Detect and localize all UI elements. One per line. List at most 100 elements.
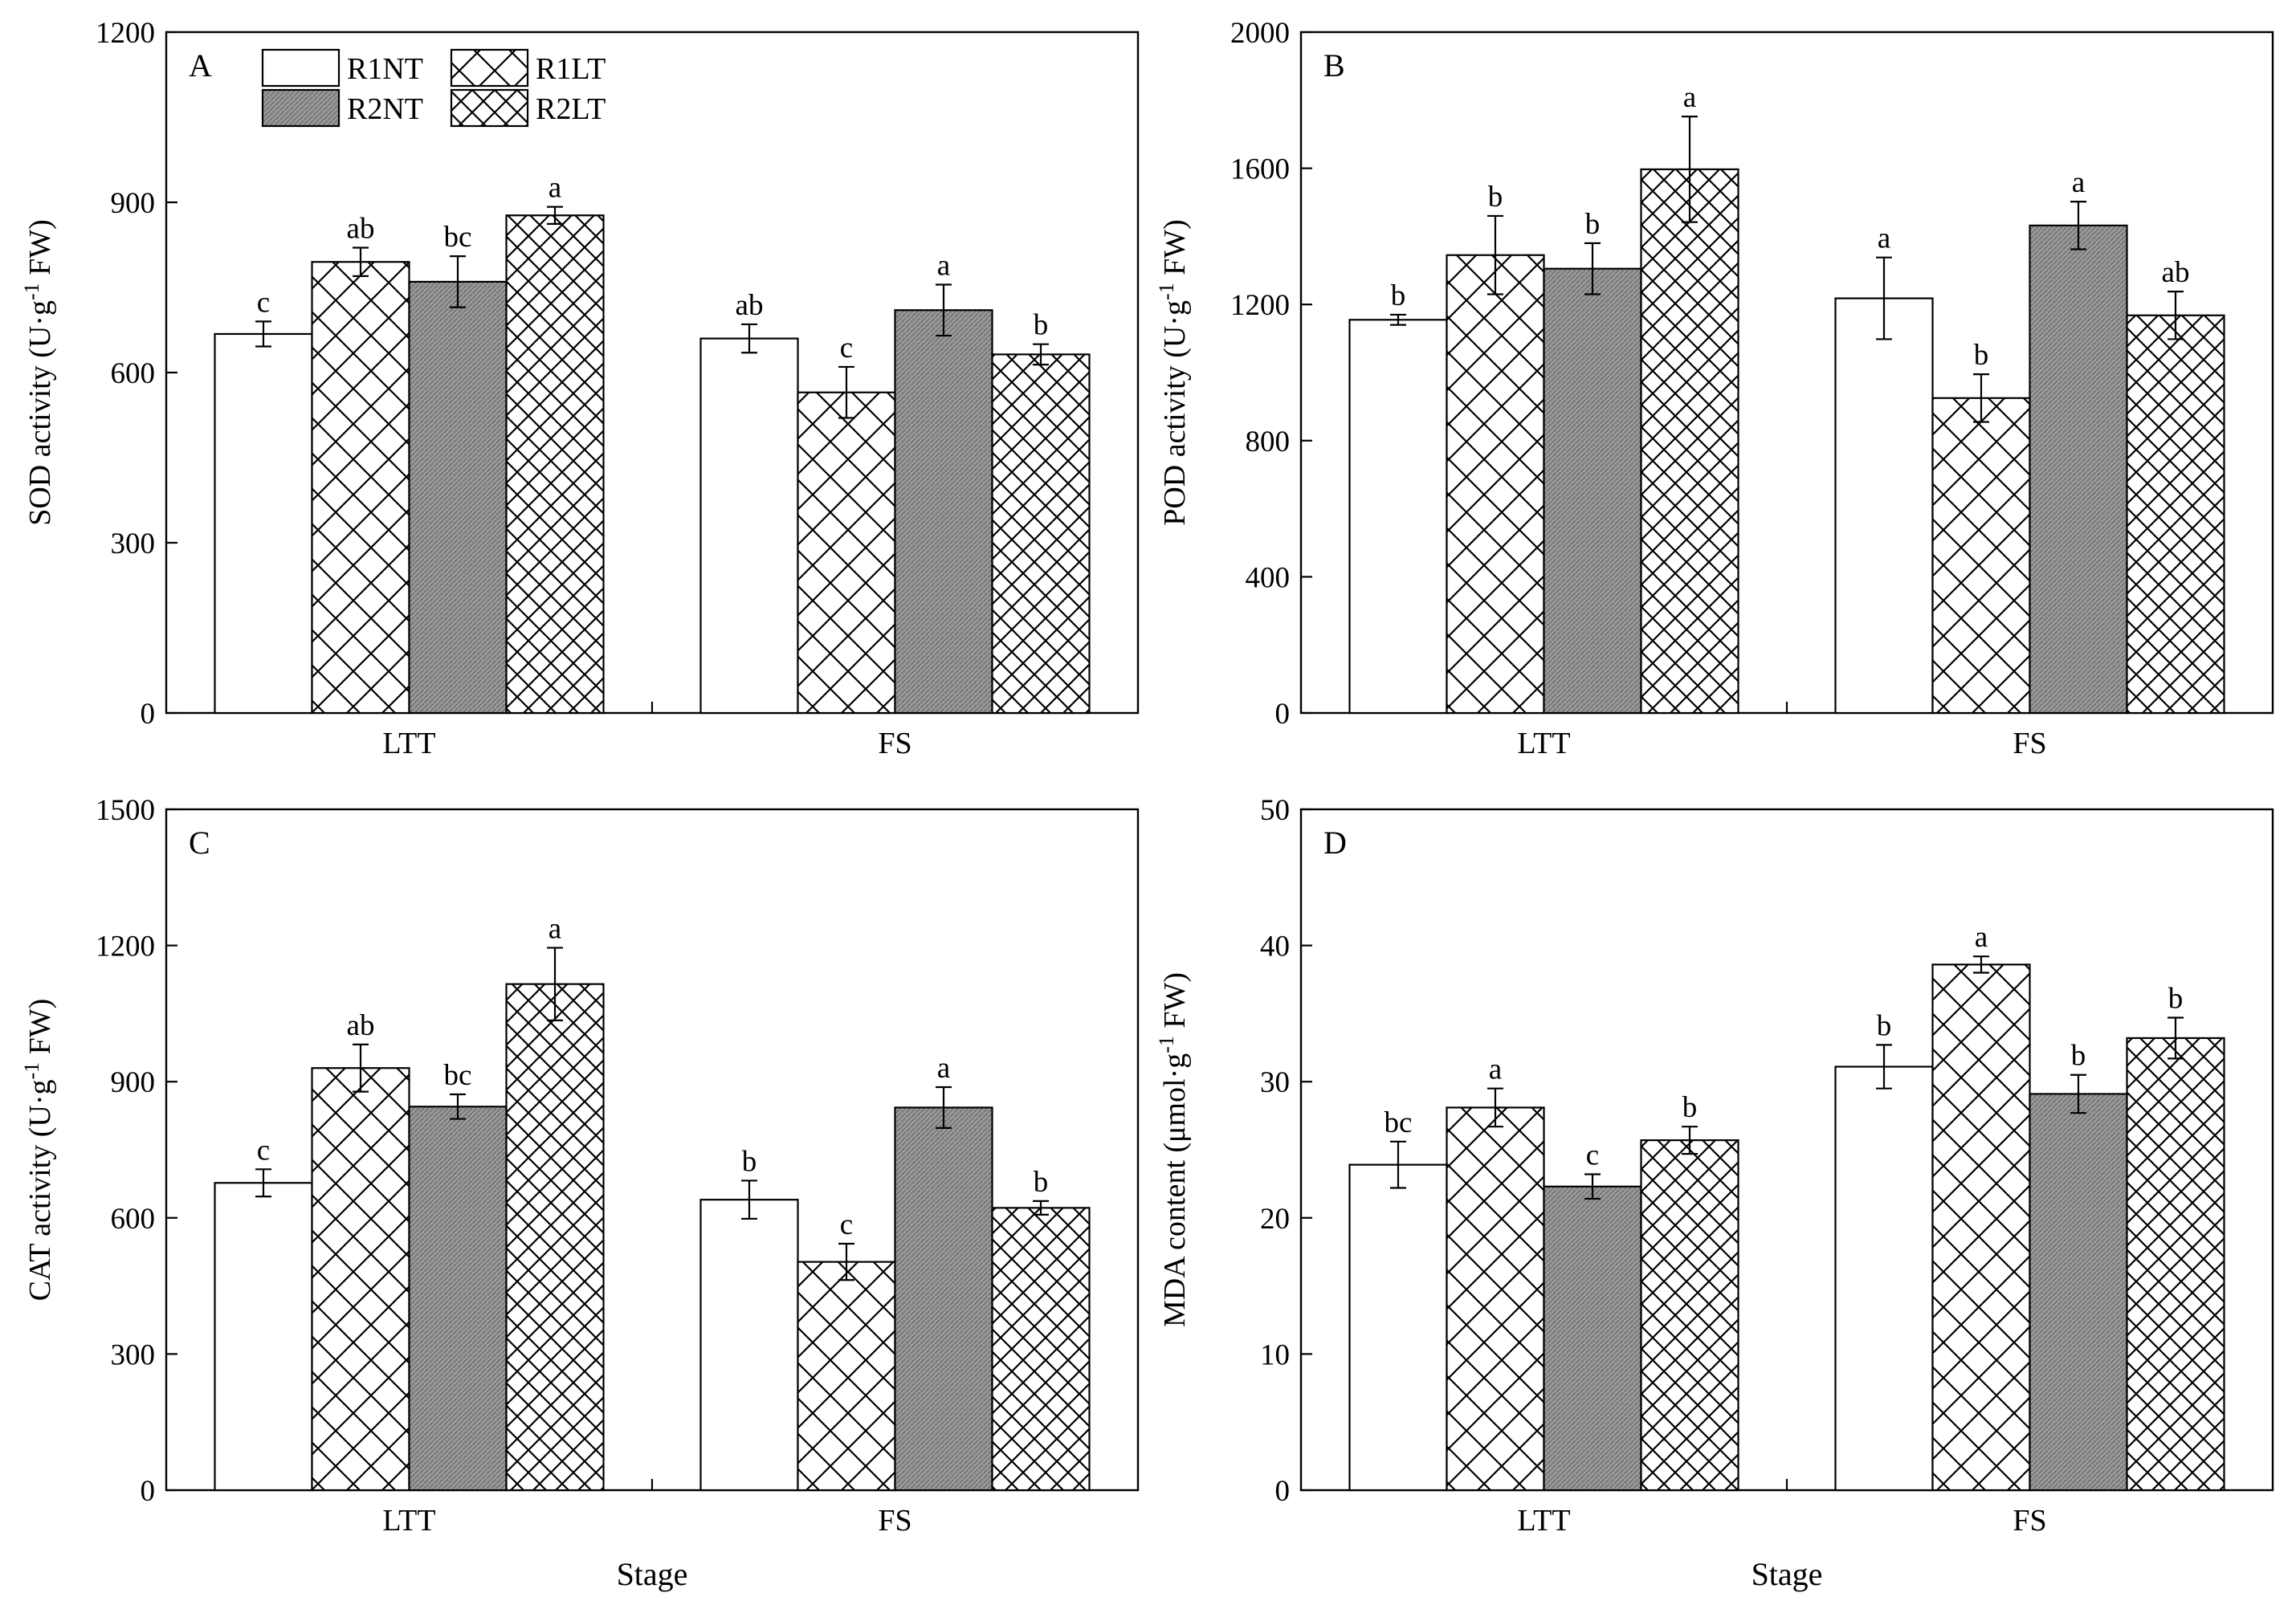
panel-d-bar-r2nt-ltt	[1543, 1185, 1642, 1492]
panel-c-bar-r1lt-ltt	[311, 1067, 410, 1492]
panel-a-significance-letter: c	[257, 286, 270, 319]
panel-c-bar-r1lt-fs	[797, 1261, 896, 1492]
panel-c-xlabel: Stage	[617, 1556, 688, 1592]
panel-a-ylabel: SOD activity (U·g-1 FW)	[20, 219, 57, 526]
panel-d-ytick-label: 50	[1260, 794, 1290, 827]
panel-c-ytick-label: 0	[141, 1475, 156, 1508]
panel-a-ytick-label: 300	[111, 528, 156, 560]
panel-a-significance-letter: ab	[736, 289, 764, 322]
panel-d-category-label: LTT	[1517, 1504, 1570, 1538]
panel-a-category-label: LTT	[382, 727, 435, 760]
panel-d-bar-r1lt-fs	[1931, 963, 2031, 1492]
panel-b-ylabel: POD activity (U·g-1 FW)	[1155, 219, 1192, 526]
panel-a-ytick-label: 1200	[96, 17, 155, 50]
panel-a-ytick-label: 600	[111, 357, 156, 390]
panel-d-bar-r1lt-ltt	[1446, 1106, 1545, 1492]
panel-a-significance-letter: a	[937, 249, 950, 282]
panel-a-bar-r1lt-ltt	[311, 261, 410, 715]
panel-a-significance-letter: bc	[444, 221, 472, 254]
panel-d-bar-r2nt-fs	[2029, 1093, 2128, 1492]
panel-a-bar-r2lt-fs	[991, 353, 1091, 715]
panel-c-significance-letter: bc	[444, 1059, 472, 1092]
panel-d-bar-r2lt-ltt	[1640, 1139, 1739, 1492]
panel-b-significance-letter: b	[1391, 279, 1406, 312]
panel-d-letter: D	[1323, 825, 1347, 861]
panel-b-bar-r1nt-fs	[1834, 297, 1934, 715]
panel-d-significance-letter: b	[1682, 1091, 1698, 1124]
panel-c-significance-letter: a	[937, 1052, 950, 1085]
panel-c-significance-letter: b	[742, 1145, 757, 1178]
panel-a-significance-letter: c	[840, 332, 853, 365]
panel-b-bar-r2lt-ltt	[1640, 168, 1739, 715]
panel-b-significance-letter: b	[1488, 181, 1503, 214]
legend-swatch-r1lt	[450, 48, 529, 88]
legend-label-r1nt: R1NT	[347, 52, 423, 86]
legend-swatch-r2nt	[261, 88, 341, 128]
chart-panel-c: C 0 300 600 900 1200 1500 CAT activity (U·g-1 F…	[20, 794, 1140, 1592]
panel-b-bar-r1lt-fs	[1931, 397, 2031, 715]
panel-d-bar-r2lt-fs	[2126, 1037, 2225, 1492]
panel-d-ytick-label: 40	[1260, 931, 1290, 963]
panel-a-significance-letter: ab	[347, 213, 375, 246]
legend-swatch-r1nt	[261, 48, 341, 88]
panel-c-ytick-label: 900	[111, 1066, 156, 1099]
panel-b-bar-r2lt-fs	[2126, 314, 2225, 715]
panel-c-category-label: FS	[878, 1504, 911, 1538]
panel-d-bar-r1nt-ltt	[1348, 1163, 1448, 1492]
panel-a-bar-r2nt-fs	[894, 309, 993, 715]
panel-d-ytick-label: 30	[1260, 1066, 1290, 1099]
panel-c-letter: C	[189, 825, 210, 861]
legend-label-r2nt: R2NT	[347, 92, 423, 126]
legend-swatch-r2lt	[450, 88, 529, 128]
panel-d-significance-letter: b	[1877, 1009, 1892, 1042]
panel-a-ytick-label: 900	[111, 187, 156, 220]
panel-d-significance-letter: b	[2071, 1040, 2086, 1073]
panel-b-bar-r1nt-ltt	[1348, 319, 1448, 715]
panel-b-bar-r1lt-ltt	[1446, 254, 1545, 715]
panel-d-significance-letter: a	[1489, 1053, 1502, 1086]
panel-c-category-label: LTT	[382, 1504, 435, 1538]
panel-d-ytick-label: 20	[1260, 1203, 1290, 1236]
legend: R1NT R1LT R2NT R2LT	[261, 48, 606, 128]
panel-d-ytick-label: 0	[1275, 1475, 1291, 1508]
legend-label-r1lt: R1LT	[536, 52, 606, 86]
panel-b-ytick-label: 2000	[1230, 17, 1290, 50]
panel-d-significance-letter: b	[2168, 982, 2184, 1015]
panel-c-bar-r2lt-fs	[991, 1207, 1091, 1492]
panel-a-bar-r1nt-fs	[699, 337, 799, 715]
panel-b-significance-letter: a	[1683, 81, 1696, 114]
panel-b-letter: B	[1323, 47, 1345, 84]
panel-a-bar-r2nt-ltt	[408, 280, 508, 715]
chart-panel-b: B 0 400 800 1200 1600 2000 POD activity (U·g-1 …	[1155, 17, 2274, 760]
panel-c-bar-r2nt-fs	[894, 1106, 993, 1492]
panel-b-ytick-label: 400	[1246, 561, 1291, 594]
panel-c-bar-r2lt-ltt	[505, 983, 605, 1492]
panel-c-ytick-label: 1200	[96, 931, 155, 963]
panel-c-significance-letter: b	[1034, 1166, 1049, 1199]
panel-c-significance-letter: ab	[347, 1009, 375, 1042]
panel-b-ytick-label: 1200	[1230, 289, 1290, 322]
panel-d-significance-letter: a	[1975, 921, 1988, 954]
panel-c-ylabel: CAT activity (U·g-1 FW)	[20, 999, 57, 1302]
panel-b-category-label: FS	[2013, 727, 2046, 760]
panel-b-bar-r2nt-fs	[2029, 224, 2128, 715]
panel-d-ylabel: MDA content (μmol·g-1 FW)	[1155, 972, 1192, 1327]
panel-a-bar-r2lt-ltt	[505, 214, 605, 715]
panel-a-letter: A	[189, 47, 212, 84]
panel-a-bar-r1nt-ltt	[214, 332, 313, 715]
panel-c-ytick-label: 1500	[96, 794, 155, 827]
panel-a-bar-r1lt-fs	[797, 391, 896, 715]
chart-panel-d: D 0 10 20 30 40 50 MDA content (μmol·g-1 FW) LTT…	[1155, 794, 2274, 1592]
panel-b-significance-letter: a	[2072, 166, 2085, 199]
panel-b-bar-r2nt-ltt	[1543, 267, 1642, 715]
panel-b-ytick-label: 800	[1246, 426, 1291, 458]
panel-d-significance-letter: c	[1586, 1139, 1599, 1172]
panel-b-ytick-label: 0	[1275, 698, 1291, 731]
legend-label-r2lt: R2LT	[536, 92, 606, 126]
panel-b-significance-letter: b	[1585, 208, 1601, 241]
panel-d-xlabel: Stage	[1752, 1556, 1823, 1592]
panel-c-bar-r2nt-ltt	[408, 1106, 508, 1492]
panel-d-category-label: FS	[2013, 1504, 2046, 1538]
panel-a-category-label: FS	[878, 727, 911, 760]
